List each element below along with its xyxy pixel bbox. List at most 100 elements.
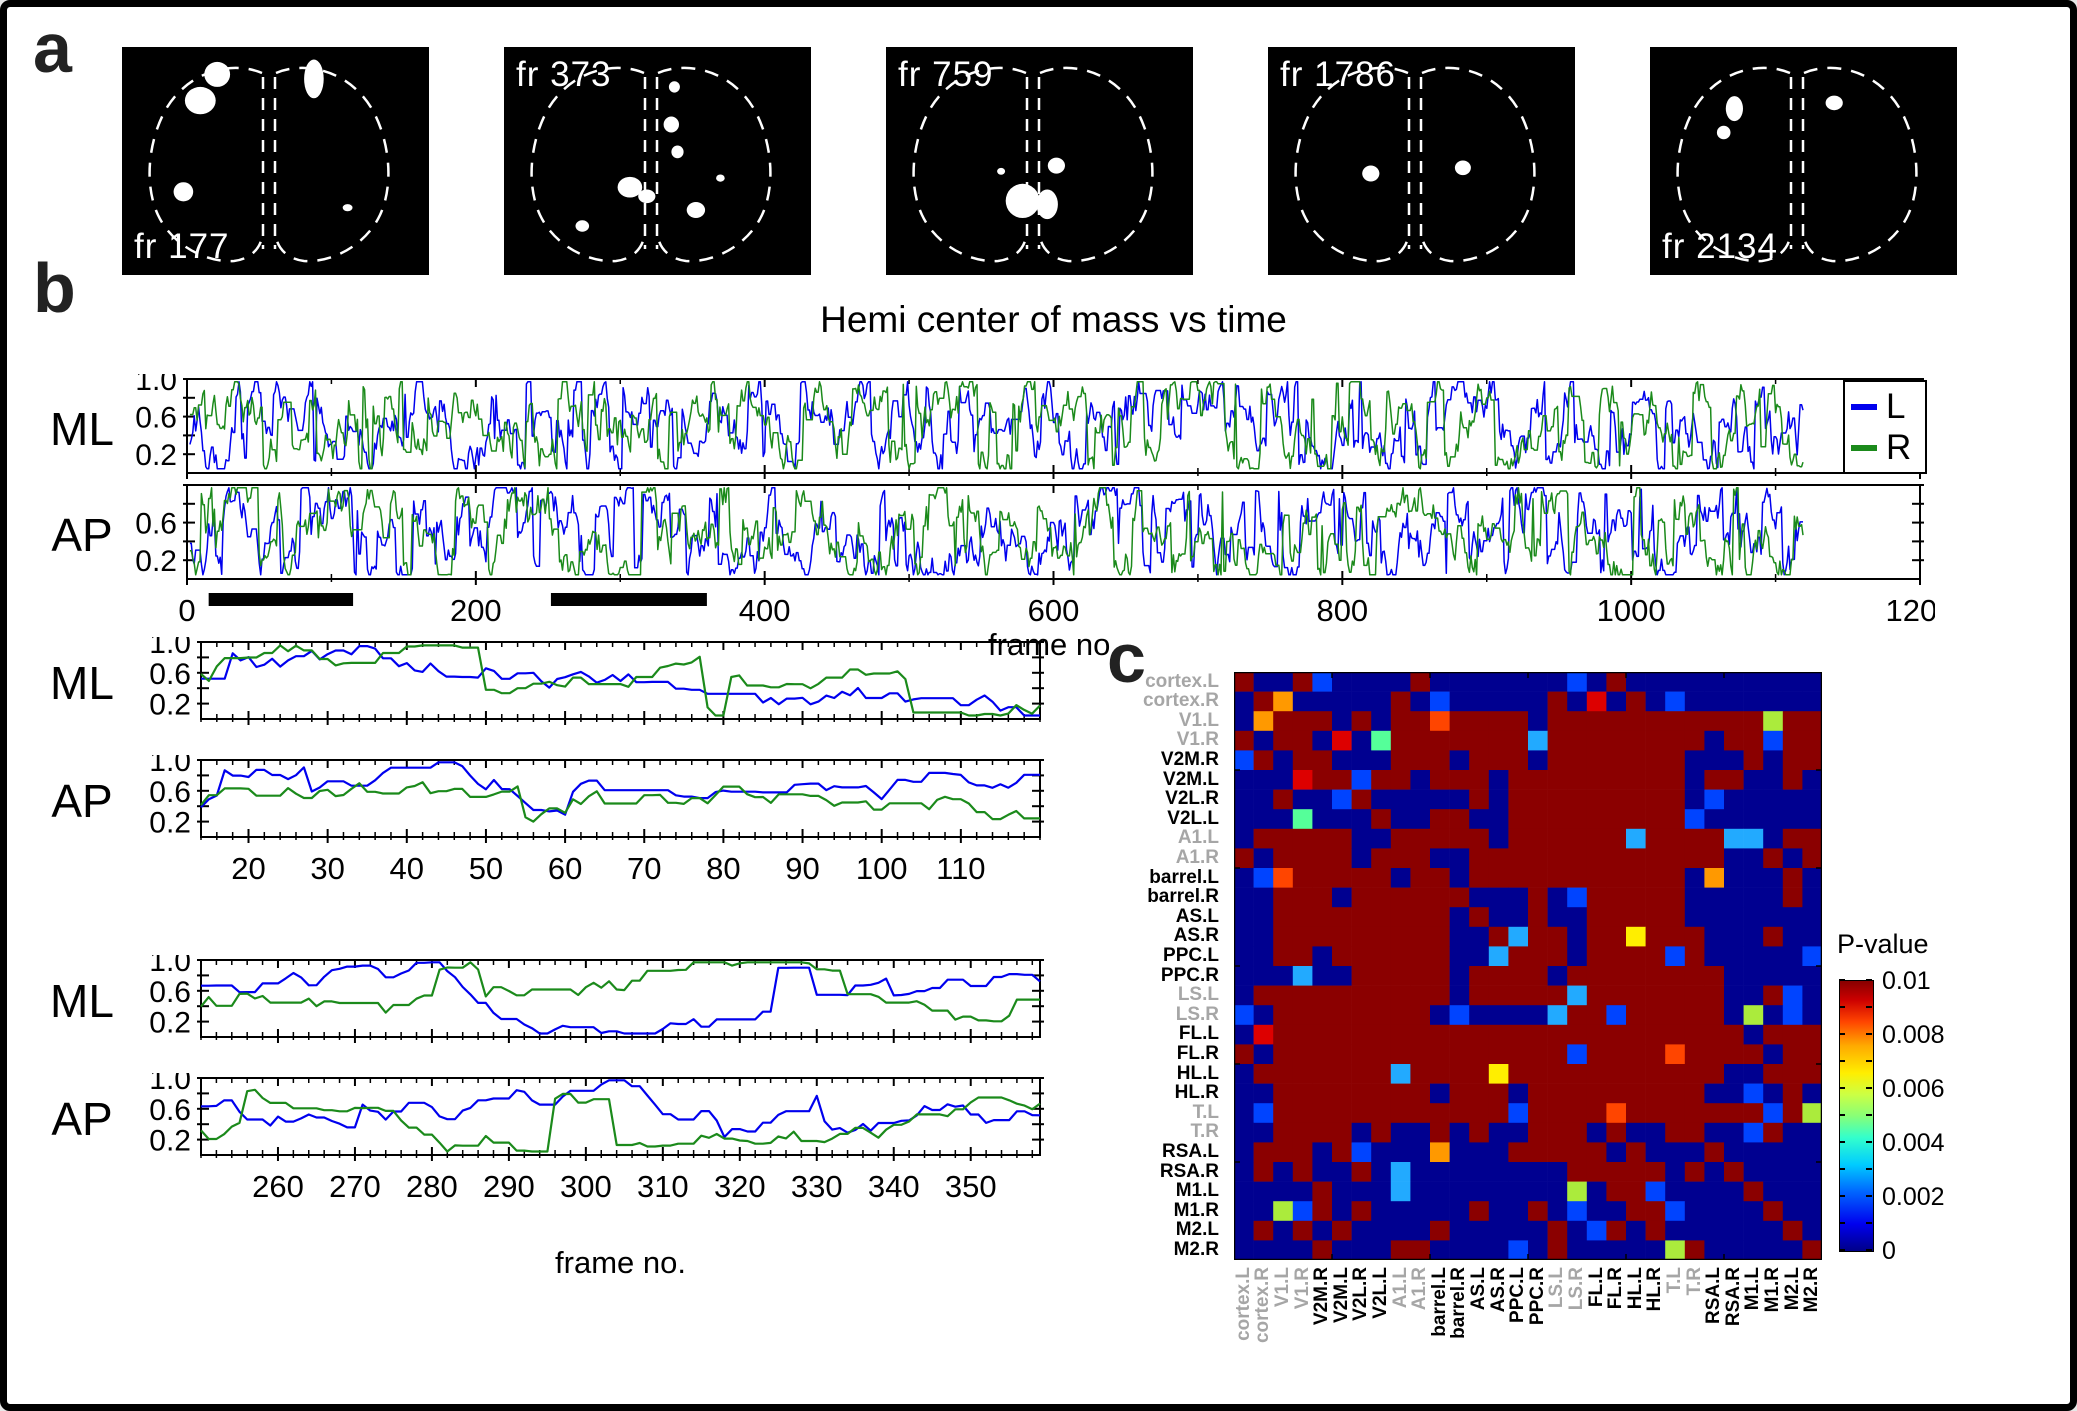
heatmap-row-label-HL.L: HL.L: [1176, 1062, 1219, 1084]
svg-text:0.2: 0.2: [135, 545, 177, 578]
heatmap-col-label-LS.R: LS.R: [1566, 1267, 1587, 1311]
svg-text:400: 400: [739, 593, 791, 628]
heatmap-col-label-HL.L: HL.L: [1624, 1267, 1646, 1310]
axis-label-ap: AP: [51, 509, 113, 561]
heatmap-row-label-V1.L: V1.L: [1178, 709, 1219, 731]
heatmap-col-label-V1.L: V1.L: [1272, 1267, 1293, 1308]
svg-text:70: 70: [627, 851, 661, 885]
svg-text:1.0: 1.0: [149, 755, 191, 778]
heatmap-row-label-FL.R: FL.R: [1176, 1042, 1219, 1064]
brain-mask-frame-759: fr 759: [886, 47, 1193, 275]
heatmap-row-label-V2M.R: V2M.R: [1160, 748, 1219, 770]
svg-text:280: 280: [406, 1169, 458, 1204]
frame-number-label: fr 177: [134, 227, 230, 266]
axis-label-ml: ML: [50, 657, 114, 709]
heatmap-row-label-AS.L: AS.L: [1175, 905, 1219, 927]
heatmap-col-label-cortex.R: cortex.R: [1252, 1267, 1274, 1344]
brain-outline-graphic: [1294, 66, 1536, 263]
chart-overview-ap: 0.6 0.20 200 400 600 800 1000 1200 frame no.: [135, 484, 1935, 662]
svg-text:300: 300: [560, 1169, 612, 1204]
svg-text:330: 330: [791, 1169, 843, 1204]
svg-text:0.2: 0.2: [149, 1125, 191, 1158]
svg-text:1.0: 1.0: [149, 637, 191, 660]
svg-text:290: 290: [483, 1169, 535, 1204]
brain-mask-frame-177: fr 177: [122, 47, 429, 275]
svg-text:0.2: 0.2: [149, 1007, 191, 1040]
heatmap-row-label-M1.R: M1.R: [1173, 1199, 1219, 1221]
svg-text:60: 60: [548, 851, 582, 885]
brain-outline-graphic: [1676, 66, 1918, 263]
svg-text:800: 800: [1316, 593, 1368, 628]
svg-text:50: 50: [469, 851, 503, 885]
axis-label-ml: ML: [50, 403, 114, 455]
legend: L R: [1843, 380, 1927, 474]
heatmap-col-label-M1.L: M1.L: [1742, 1267, 1764, 1311]
axis-label-ap: AP: [51, 775, 113, 827]
heatmap-col-label-LS.L: LS.L: [1546, 1267, 1568, 1309]
heatmap-col-label-FL.L: FL.L: [1585, 1267, 1607, 1308]
heatmap-row-label-RSA.R: RSA.R: [1159, 1160, 1219, 1182]
svg-text:30: 30: [310, 851, 344, 885]
brain-outline-graphic: [148, 59, 390, 263]
heatmap-row-label-T.R: T.R: [1190, 1121, 1220, 1143]
heatmap-col-label-M2.R: M2.R: [1801, 1267, 1823, 1313]
heatmap-col-label-T.L: T.L: [1664, 1267, 1685, 1294]
panel-b-title: Hemi center of mass vs time: [820, 299, 1287, 340]
svg-text:0.6: 0.6: [149, 658, 191, 691]
colorbar-tick-label: 0.01: [1882, 967, 1931, 995]
heatmap-col-label-RSA.L: RSA.L: [1703, 1267, 1725, 1324]
brain-mask-frame-2134: fr 2134: [1650, 47, 1957, 275]
colorbar-tick-label: 0: [1882, 1237, 1896, 1265]
svg-text:1200: 1200: [1886, 593, 1935, 628]
svg-text:350: 350: [945, 1169, 997, 1204]
svg-text:0.6: 0.6: [149, 776, 191, 809]
heatmap-col-label-PPC.R: PPC.R: [1526, 1267, 1548, 1326]
svg-text:0.6: 0.6: [135, 402, 177, 435]
heatmap-col-label-A1.R: A1.R: [1409, 1267, 1431, 1311]
svg-text:0.6: 0.6: [149, 976, 191, 1009]
heatmap-col-label-AS.L: AS.L: [1468, 1267, 1489, 1311]
axis-label-ap: AP: [51, 1093, 113, 1145]
heatmap-col-label-V2L.L: V2L.L: [1370, 1267, 1391, 1319]
heatmap-row-label-FL.L: FL.L: [1178, 1023, 1219, 1045]
heatmap-row-label-M2.L: M2.L: [1175, 1219, 1219, 1241]
heatmap-col-label-A1.L: A1.L: [1389, 1267, 1411, 1309]
svg-text:1.0: 1.0: [149, 955, 191, 978]
heatmap-col-label-HL.R: HL.R: [1644, 1267, 1666, 1312]
legend-item-right: R: [1851, 428, 1919, 468]
svg-text:0.2: 0.2: [149, 807, 191, 840]
svg-text:310: 310: [637, 1169, 689, 1204]
heatmap-row-label-V2L.L: V2L.L: [1167, 807, 1219, 829]
heatmap-col-label-V1.R: V1.R: [1291, 1267, 1313, 1310]
heatmap-col-label-barrel.R: barrel.R: [1448, 1267, 1470, 1339]
heatmap-col-label-barrel.L: barrel.L: [1428, 1267, 1450, 1337]
svg-text:80: 80: [706, 851, 740, 885]
heatmap-row-label-RSA.L: RSA.L: [1162, 1140, 1219, 1162]
chart-zoom1-ml: 1.00.60.2: [149, 637, 1044, 725]
svg-text:340: 340: [868, 1169, 920, 1204]
svg-text:0.2: 0.2: [135, 439, 177, 472]
panel-c-label: c: [1107, 619, 1146, 697]
colorbar-tick-label: 0.004: [1882, 1129, 1945, 1157]
colorbar-gradient: [1839, 980, 1874, 1252]
frame-number-label: fr 373: [516, 55, 612, 94]
panel-a-label: a: [33, 9, 72, 87]
svg-text:320: 320: [714, 1169, 766, 1204]
frame-number-label: fr 1786: [1280, 55, 1396, 94]
heatmap-row-label-LS.L: LS.L: [1177, 984, 1219, 1006]
heatmap-row-label-V2M.L: V2M.L: [1163, 768, 1219, 790]
svg-text:0.6: 0.6: [149, 1094, 191, 1127]
heatmap-col-label-RSA.R: RSA.R: [1722, 1267, 1744, 1327]
heatmap-col-label-FL.R: FL.R: [1605, 1267, 1627, 1310]
legend-label-R: R: [1886, 427, 1912, 467]
heatmap-row-labels: cortex.L cortex.R V1.L V1.R V2M.R V2M.L V2L.R V…: [1047, 671, 1227, 1260]
svg-text:110: 110: [936, 851, 985, 885]
heatmap-row-label-V1.R: V1.R: [1176, 729, 1219, 751]
pvalue-heatmap: [1234, 672, 1822, 1260]
svg-text:270: 270: [329, 1169, 381, 1204]
svg-text:20: 20: [231, 851, 265, 885]
brain-outline-graphic: [530, 66, 772, 263]
chart-zoom2-ml: 1.00.60.2: [149, 955, 1044, 1043]
heatmap-row-label-A1.R: A1.R: [1175, 846, 1219, 868]
brain-mask-frame-1786: fr 1786: [1268, 47, 1575, 275]
